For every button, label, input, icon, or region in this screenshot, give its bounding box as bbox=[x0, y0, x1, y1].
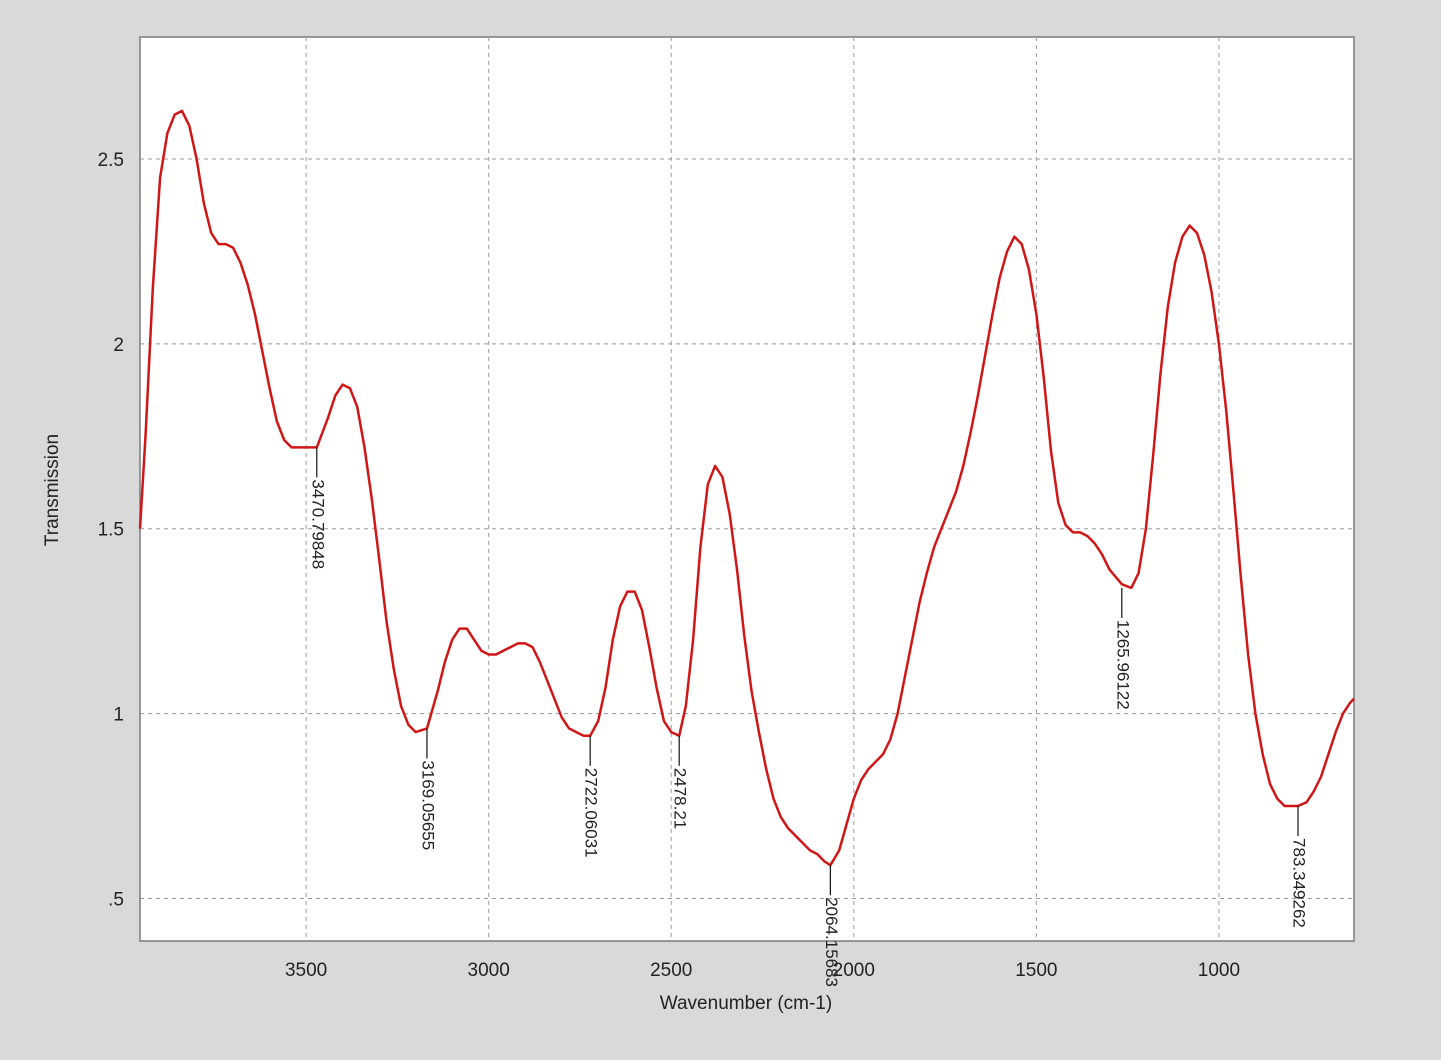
x-axis-label: Wavenumber (cm-1) bbox=[660, 993, 832, 1014]
x-tick-label: 2000 bbox=[833, 960, 875, 981]
y-tick-label: 1.5 bbox=[98, 520, 124, 541]
x-axis-ticks: 3500 3000 2500 2000 1500 1000 bbox=[285, 960, 1240, 981]
y-tick-label: 2.5 bbox=[98, 150, 124, 171]
peak-annotations: 3470.79848 3169.05655 2722.06031 2478.21 206… bbox=[308, 447, 1309, 987]
peak-label: 3169.05655 bbox=[418, 760, 437, 850]
x-tick-label: 3000 bbox=[468, 960, 510, 981]
x-tick-label: 2500 bbox=[650, 960, 692, 981]
x-tick-label: 1000 bbox=[1198, 960, 1240, 981]
peak-label: 1265.96122 bbox=[1113, 620, 1132, 710]
plot-area bbox=[139, 36, 1355, 942]
y-tick-label: 1 bbox=[113, 705, 124, 726]
x-tick-label: 1500 bbox=[1015, 960, 1057, 981]
peak-label: 3470.79848 bbox=[308, 479, 327, 569]
y-tick-label: .5 bbox=[108, 889, 124, 910]
x-tick-label: 3500 bbox=[285, 960, 327, 981]
peak-label: 2064.15683 bbox=[822, 897, 841, 987]
y-axis-label: Transmission bbox=[42, 434, 63, 546]
spectrum-line bbox=[138, 109, 1355, 867]
y-axis-ticks: .5 1 1.5 2 2.5 bbox=[98, 150, 124, 910]
peak-label: 2478.21 bbox=[671, 768, 690, 829]
peak-label: 2722.06031 bbox=[582, 768, 601, 858]
grid-lines bbox=[140, 37, 1354, 941]
y-tick-label: 2 bbox=[113, 335, 124, 356]
series-layer bbox=[138, 109, 1355, 867]
peak-label: 783.349262 bbox=[1290, 838, 1309, 928]
